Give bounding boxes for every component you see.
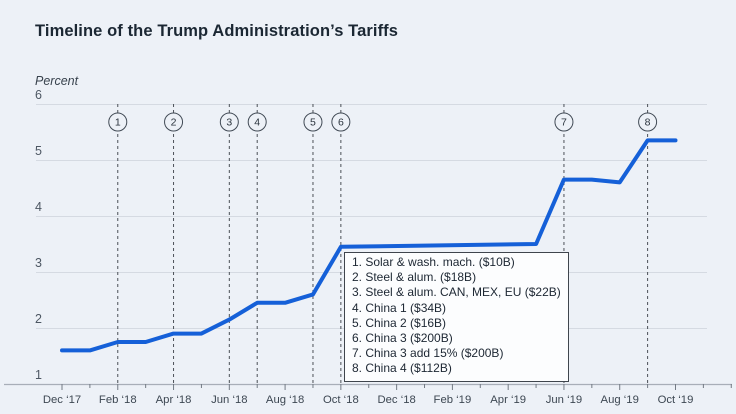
legend-item-7: 7. China 3 add 15% ($200B): [352, 346, 504, 361]
x-tick-label: Jun ‘18: [211, 394, 247, 406]
chart-title: Timeline of the Trump Administration’s T…: [35, 22, 399, 40]
event-marker-circle-6: [331, 112, 351, 132]
y-axis-unit-label: Percent: [35, 74, 79, 88]
x-tick-label: Oct ‘18: [323, 394, 359, 406]
legend-item-3: 3. Steel & alum. CAN, MEX, EU ($22B): [352, 285, 561, 300]
x-tick-label: Aug ‘19: [601, 394, 639, 406]
y-tick-label-3: 3: [35, 256, 42, 270]
legend-item-2: 2. Steel & alum. ($18B): [352, 270, 477, 285]
event-marker-circle-7: [554, 112, 574, 132]
y-tick-label-6: 6: [35, 88, 42, 102]
y-tick-label-4: 4: [35, 200, 42, 214]
tariff-rate-line: [60, 138, 678, 353]
event-marker-number-5: 5: [310, 117, 316, 129]
event-marker-number-1: 1: [115, 117, 121, 129]
event-marker-circle-5: [303, 112, 323, 132]
event-marker-number-8: 8: [645, 117, 651, 129]
event-marker-number-3: 3: [226, 117, 232, 129]
legend-item-6: 6. China 3 ($200B): [352, 331, 453, 346]
x-tick-label: Dec ‘17: [43, 394, 81, 406]
x-tick-label: Feb ‘19: [434, 394, 472, 406]
x-tick-label: Apr ‘19: [490, 394, 526, 406]
x-tick-label: Feb ‘18: [99, 394, 137, 406]
x-tick-label: Jun ‘19: [546, 394, 582, 406]
legend-item-1: 1. Solar & wash. mach. ($10B): [352, 255, 515, 269]
event-marker-number-6: 6: [338, 117, 344, 129]
event-marker-circle-8: [638, 112, 658, 132]
legend-item-4: 4. China 1 ($34B): [352, 300, 447, 315]
event-marker-circle-1: [108, 112, 128, 132]
event-marker-circle-4: [247, 112, 267, 132]
x-tick-label: Dec ‘18: [377, 394, 415, 406]
legend-item-5: 5. China 2 ($16B): [352, 315, 447, 330]
x-tick-label: Oct ‘19: [658, 394, 694, 406]
y-tick-label-5: 5: [35, 144, 42, 158]
legend-item-8: 8. China 4 ($112B): [352, 361, 452, 376]
event-marker-circle-3: [219, 112, 239, 132]
y-tick-label-1: 1: [35, 368, 42, 382]
x-tick-label: Apr ‘18: [156, 394, 192, 406]
event-marker-number-4: 4: [254, 117, 260, 129]
event-marker-number-2: 2: [171, 117, 177, 129]
event-marker-circle-2: [164, 112, 184, 132]
x-tick-label: Aug ‘18: [266, 394, 304, 406]
legend-box: 1. Solar & wash. mach. ($10B) 2. Steel & …: [344, 252, 569, 382]
event-marker-number-7: 7: [561, 117, 567, 129]
y-tick-label-2: 2: [35, 312, 42, 326]
